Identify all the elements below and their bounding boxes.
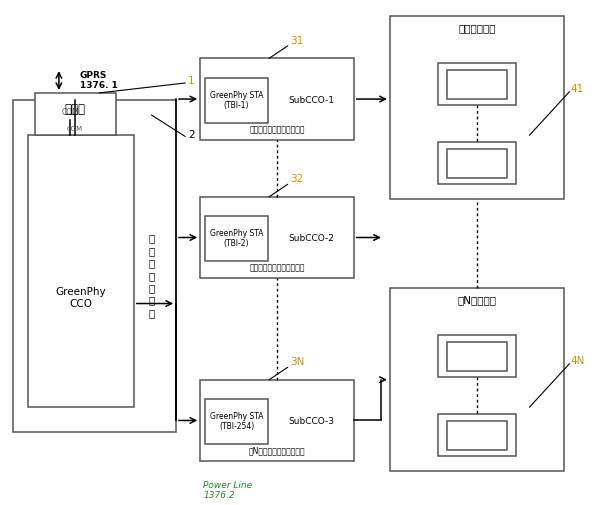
Text: 32: 32 [290, 174, 304, 184]
Text: GreenPhy
CCO: GreenPhy CCO [56, 287, 106, 309]
Bar [390, 288, 564, 471]
Bar [13, 100, 176, 432]
Text: 集
中
器
载
波
模
块: 集 中 器 载 波 模 块 [149, 234, 155, 318]
Text: SubCCO-1: SubCCO-1 [288, 96, 334, 105]
Text: 第N电表网络: 第N电表网络 [457, 295, 497, 306]
Bar [200, 58, 354, 140]
Text: GreenPhy STA
(TBI-1): GreenPhy STA (TBI-1) [210, 90, 263, 110]
Bar [438, 414, 516, 457]
Bar [447, 341, 507, 371]
Bar [438, 63, 516, 105]
Bar [205, 399, 268, 444]
Text: 3N: 3N [290, 358, 305, 367]
Bar [447, 421, 507, 450]
Text: SubCCO-3: SubCCO-3 [288, 417, 334, 426]
Bar [200, 197, 354, 278]
Text: 4N: 4N [571, 357, 585, 366]
Text: GreenPhy STA
(TBI-2): GreenPhy STA (TBI-2) [210, 229, 263, 248]
Bar [447, 70, 507, 99]
Bar [438, 335, 516, 377]
Bar [390, 16, 564, 199]
Bar [205, 217, 268, 261]
Text: 2: 2 [188, 130, 195, 140]
Text: 第二新型智能电表载波模块: 第二新型智能电表载波模块 [249, 264, 305, 272]
Text: 第一电表网络: 第一电表网络 [459, 24, 496, 34]
Text: 1: 1 [188, 76, 195, 85]
Text: Power Line
1376.2: Power Line 1376.2 [203, 481, 252, 500]
Text: 集中器: 集中器 [65, 103, 86, 116]
Text: GreenPhy STA
(TBI-254): GreenPhy STA (TBI-254) [210, 412, 263, 431]
Text: 31: 31 [290, 36, 304, 46]
Text: 第N新型智能电表载波模块: 第N新型智能电表载波模块 [249, 446, 305, 456]
Text: GPRS
1376. 1: GPRS 1376. 1 [80, 71, 118, 90]
Bar [205, 78, 268, 123]
Bar [34, 93, 116, 135]
Bar [28, 135, 134, 407]
Text: COM: COM [67, 126, 83, 132]
Bar [447, 149, 507, 178]
Bar [200, 380, 354, 461]
Bar [438, 142, 516, 184]
Text: SubCCO-2: SubCCO-2 [288, 234, 334, 243]
Text: 41: 41 [571, 84, 584, 94]
Text: 第一新型智能电表载波模块: 第一新型智能电表载波模块 [249, 125, 305, 134]
Text: COM: COM [62, 108, 79, 117]
